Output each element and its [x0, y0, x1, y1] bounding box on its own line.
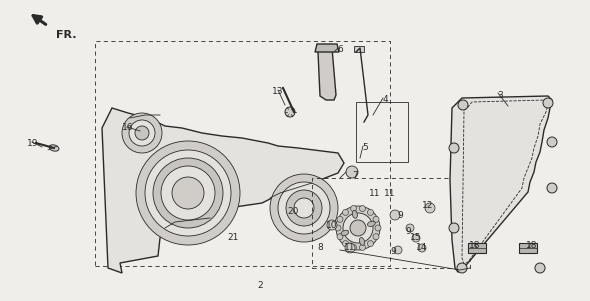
Text: 13: 13	[272, 88, 284, 97]
Polygon shape	[318, 48, 336, 100]
Bar	[354, 46, 364, 52]
Circle shape	[172, 177, 204, 209]
Circle shape	[335, 225, 341, 231]
Text: 6: 6	[337, 45, 343, 54]
Circle shape	[135, 126, 149, 140]
Text: 10: 10	[326, 221, 337, 229]
Circle shape	[418, 244, 426, 252]
Circle shape	[449, 223, 459, 233]
Text: 14: 14	[417, 244, 428, 253]
Circle shape	[394, 246, 402, 254]
Text: 19: 19	[27, 138, 39, 147]
Text: 9: 9	[390, 247, 396, 256]
Text: 11: 11	[369, 188, 381, 197]
Circle shape	[337, 234, 343, 240]
Text: 7: 7	[352, 170, 358, 179]
Text: 11: 11	[384, 188, 396, 197]
Circle shape	[350, 206, 356, 212]
Circle shape	[350, 244, 356, 250]
Text: 2: 2	[257, 281, 263, 290]
Text: 9: 9	[405, 228, 411, 237]
Circle shape	[368, 240, 373, 247]
Circle shape	[327, 220, 337, 230]
Circle shape	[359, 244, 365, 250]
Circle shape	[153, 158, 223, 228]
Circle shape	[547, 137, 557, 147]
Ellipse shape	[368, 221, 375, 227]
Text: 5: 5	[362, 144, 368, 153]
Circle shape	[412, 234, 420, 242]
Circle shape	[457, 263, 467, 273]
Ellipse shape	[359, 237, 365, 245]
Bar	[519, 243, 537, 253]
Circle shape	[136, 141, 240, 245]
Ellipse shape	[352, 210, 358, 218]
Circle shape	[122, 113, 162, 153]
Text: FR.: FR.	[56, 30, 77, 40]
Text: 16: 16	[122, 123, 134, 132]
Text: 18: 18	[469, 240, 481, 250]
Circle shape	[286, 190, 322, 226]
Bar	[95, 41, 390, 266]
Circle shape	[343, 240, 349, 247]
Polygon shape	[102, 108, 344, 273]
Circle shape	[368, 209, 373, 215]
Bar	[312, 178, 470, 268]
Circle shape	[375, 225, 381, 231]
Circle shape	[345, 243, 355, 253]
Text: 3: 3	[497, 91, 503, 100]
Text: 8: 8	[317, 244, 323, 253]
Text: 11: 11	[344, 244, 356, 253]
Circle shape	[161, 166, 215, 220]
Text: 4: 4	[382, 95, 388, 104]
Circle shape	[373, 234, 379, 240]
Circle shape	[343, 213, 373, 243]
Text: 18: 18	[526, 240, 537, 250]
Bar	[468, 243, 486, 253]
Circle shape	[350, 220, 366, 236]
Circle shape	[547, 183, 557, 193]
Circle shape	[129, 120, 155, 146]
Text: 21: 21	[227, 234, 239, 243]
Text: 20: 20	[287, 207, 299, 216]
Circle shape	[145, 150, 231, 236]
Circle shape	[449, 143, 459, 153]
Circle shape	[425, 203, 435, 213]
Circle shape	[336, 206, 380, 250]
Circle shape	[337, 216, 343, 222]
Circle shape	[535, 263, 545, 273]
Circle shape	[390, 210, 400, 220]
Circle shape	[346, 166, 358, 178]
Bar	[356, 102, 408, 162]
Ellipse shape	[49, 145, 59, 151]
Circle shape	[270, 174, 338, 242]
Circle shape	[278, 182, 330, 234]
Text: 9: 9	[397, 210, 403, 219]
Circle shape	[294, 198, 314, 218]
Circle shape	[359, 206, 365, 212]
Polygon shape	[450, 96, 552, 272]
Circle shape	[343, 209, 349, 215]
Circle shape	[458, 100, 468, 110]
Circle shape	[543, 98, 553, 108]
Text: 12: 12	[422, 200, 434, 209]
Circle shape	[373, 216, 379, 222]
Text: 15: 15	[410, 234, 422, 243]
Circle shape	[285, 107, 295, 117]
Polygon shape	[315, 44, 339, 52]
Ellipse shape	[341, 230, 349, 236]
Circle shape	[406, 224, 414, 232]
